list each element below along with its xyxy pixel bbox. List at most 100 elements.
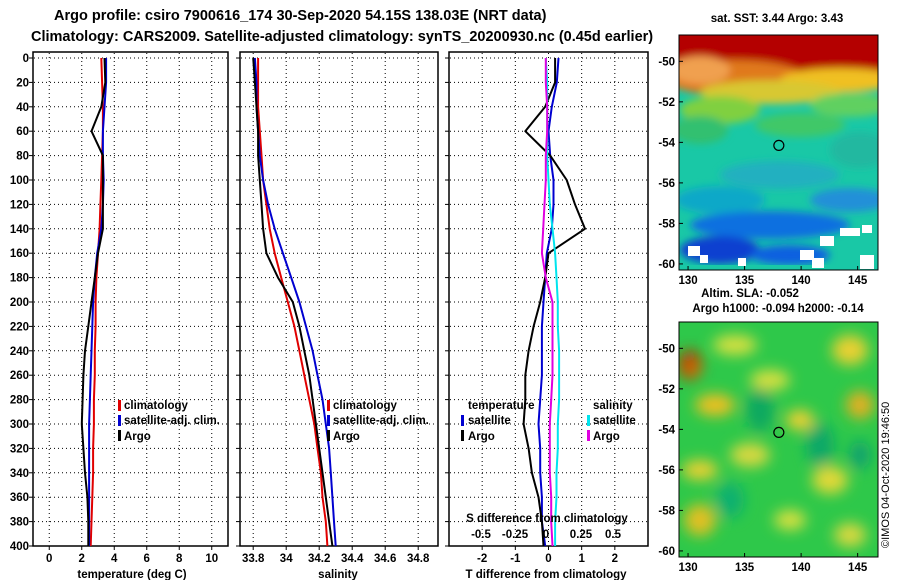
legend-climatology-label: climatology bbox=[124, 400, 189, 412]
depth-tick-label: 240 bbox=[10, 346, 29, 358]
salinity-x-tick-label: 33.8 bbox=[242, 553, 265, 565]
s-diff-tick: 0 bbox=[543, 529, 549, 541]
depth-tick-label: 0 bbox=[23, 53, 29, 65]
legend-swatch-satellite bbox=[118, 415, 121, 426]
sst-band bbox=[679, 186, 765, 214]
salinity-panel bbox=[239, 51, 439, 547]
temperature-panel bbox=[32, 51, 229, 547]
sst-map-lat-label: -60 bbox=[658, 259, 675, 271]
sla-argo-location-marker bbox=[773, 426, 785, 439]
sst-map-lon-label: 140 bbox=[792, 275, 811, 287]
s-diff-tick: -0.5 bbox=[471, 529, 491, 541]
difference-x-tick-label: 2 bbox=[612, 553, 618, 565]
sst-map-frame bbox=[678, 34, 879, 271]
legend-salinity-header: salinity bbox=[593, 400, 633, 412]
sst-missing-data bbox=[812, 258, 824, 268]
sla-blob bbox=[812, 466, 848, 494]
sst-missing-data bbox=[820, 236, 834, 246]
difference-x-tick-label: 1 bbox=[578, 553, 585, 565]
legend-swatch-climatology bbox=[118, 400, 121, 411]
salinity-series-climatology bbox=[257, 58, 329, 547]
difference-grid bbox=[445, 53, 647, 550]
s-diff-tick: 0.25 bbox=[570, 529, 593, 541]
sla-map-lat-label: -56 bbox=[658, 465, 675, 477]
sla-blob bbox=[750, 370, 790, 390]
watermark: ©IMOS 04-Oct-2020 19:46:50 bbox=[880, 402, 892, 548]
sst-map-title: sat. SST: 3.44 Argo: 3.43 bbox=[711, 13, 844, 25]
sst-map-lon-label: 135 bbox=[735, 275, 755, 287]
sla-blob bbox=[695, 394, 735, 416]
legend-swatch-satellite bbox=[327, 415, 330, 426]
sla-blob bbox=[682, 460, 718, 480]
salinity-x-tick-label: 34.6 bbox=[374, 553, 396, 565]
difference-series-sal_argo bbox=[540, 58, 554, 547]
depth-tick-label: 200 bbox=[10, 297, 29, 309]
salinity-x-tick-label: 34 bbox=[280, 553, 293, 565]
header-line-1: Argo profile: csiro 7900616_174 30-Sep-2… bbox=[54, 8, 547, 24]
sla-blob bbox=[834, 523, 866, 547]
temperature-grid bbox=[29, 53, 227, 550]
legend-satellite-label: satellite-adj. clim. bbox=[124, 415, 220, 427]
sst-map-lat-label: -54 bbox=[658, 137, 675, 149]
legend-satellite-label: satellite-adj. clim. bbox=[333, 415, 429, 427]
salinity-x-tick-label: 34.2 bbox=[308, 553, 330, 565]
s-diff-tick: 0.5 bbox=[605, 529, 622, 541]
sst-band bbox=[830, 132, 878, 168]
legend-argo-label: Argo bbox=[124, 431, 151, 443]
s-diff-tick-labels: -0.5 -0.25 0 0.25 0.5 bbox=[471, 529, 622, 541]
legend-t-satellite-label: satellite bbox=[468, 415, 511, 427]
legend-temperature-header: temperature bbox=[468, 400, 534, 412]
depth-tick-label: 360 bbox=[10, 492, 29, 504]
sla-map-lat-label: -52 bbox=[658, 384, 675, 396]
salinity-series-satellite bbox=[253, 57, 337, 547]
sla-map-image bbox=[679, 322, 878, 557]
depth-tick-label: 80 bbox=[16, 151, 29, 163]
difference-x-tick-label: 0 bbox=[545, 553, 551, 565]
difference-x-tick-label: -2 bbox=[477, 553, 487, 565]
sla-blob bbox=[850, 441, 870, 469]
temperature-legend: climatology satellite-adj. clim. Argo bbox=[118, 400, 220, 443]
sst-band bbox=[679, 56, 730, 84]
difference-legend: temperature satellite Argo salinity sate… bbox=[461, 400, 636, 443]
temperature-x-tick-label: 6 bbox=[144, 553, 150, 565]
sst-band bbox=[810, 93, 878, 117]
sla-map-lat-label: -60 bbox=[658, 546, 675, 558]
salinity-xlabel: salinity bbox=[318, 569, 358, 580]
sst-band bbox=[755, 113, 845, 137]
sst-map-lat-label: -50 bbox=[658, 56, 675, 68]
sla-blob bbox=[746, 388, 774, 432]
depth-tick-label: 40 bbox=[16, 102, 29, 114]
difference-x-tick-label: -1 bbox=[510, 553, 521, 565]
sst-map-image bbox=[679, 35, 878, 270]
legend-swatch-s-argo bbox=[587, 430, 590, 441]
sla-map-lat-label: -58 bbox=[658, 505, 675, 517]
sst-band bbox=[679, 116, 728, 144]
difference-series-satellite bbox=[537, 57, 560, 547]
depth-tick-label: 120 bbox=[10, 199, 29, 211]
sst-missing-data bbox=[700, 255, 708, 263]
sst-argo-location-marker bbox=[773, 139, 785, 152]
depth-tick-label: 140 bbox=[10, 224, 29, 236]
depth-tick-label: 180 bbox=[10, 273, 29, 285]
sla-blob bbox=[713, 335, 757, 355]
sla-map-lon-label: 135 bbox=[735, 562, 755, 574]
depth-tick-label: 160 bbox=[10, 248, 29, 260]
legend-swatch-climatology bbox=[327, 400, 330, 411]
sst-band bbox=[720, 161, 840, 189]
salinity-x-tick-label: 34.4 bbox=[341, 553, 364, 565]
sst-missing-data bbox=[688, 246, 700, 256]
difference-series-argo bbox=[522, 58, 586, 547]
legend-swatch-argo bbox=[327, 430, 330, 441]
temperature-x-tick-label: 10 bbox=[205, 553, 218, 565]
depth-tick-label: 300 bbox=[10, 419, 29, 431]
sst-band bbox=[810, 188, 878, 212]
sst-missing-data bbox=[862, 225, 872, 233]
sst-missing-data bbox=[840, 228, 860, 236]
s-diff-axis-title: S difference from climatology bbox=[466, 513, 628, 525]
legend-swatch-t-argo bbox=[461, 430, 464, 441]
sst-missing-data bbox=[800, 250, 814, 260]
sst-map-lat-label: -52 bbox=[658, 97, 675, 109]
s-diff-tick: -0.25 bbox=[502, 529, 529, 541]
sla-map-title-line-2: Argo h1000: -0.094 h2000: -0.14 bbox=[692, 303, 864, 315]
